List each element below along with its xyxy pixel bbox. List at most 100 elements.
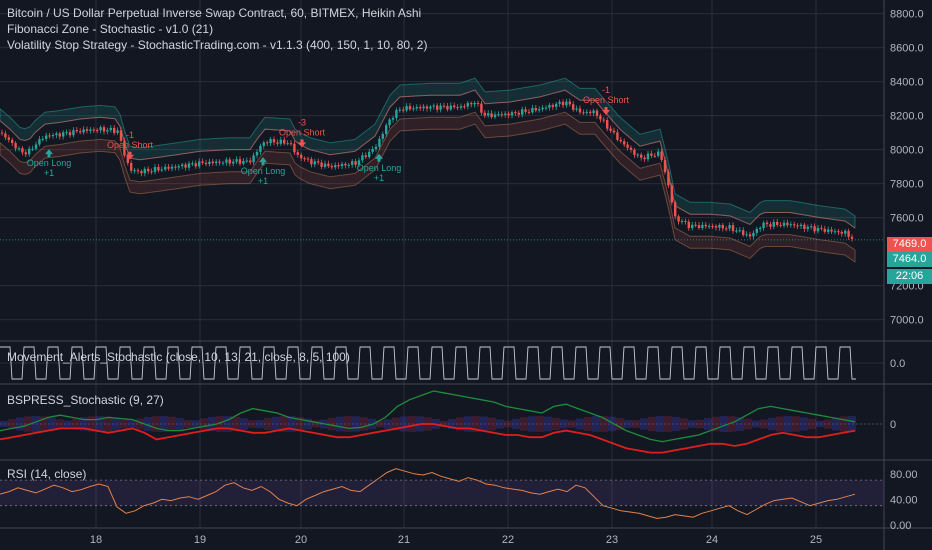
candle-body [164, 166, 167, 170]
bspress-histogram-bar [40, 416, 48, 432]
bspress-histogram-bar [48, 417, 56, 431]
bspress-histogram-bar [296, 417, 304, 431]
candle-body [772, 221, 775, 227]
candle-body [527, 111, 531, 113]
candle-body [123, 140, 126, 156]
candle-body [694, 224, 697, 226]
candle-body [504, 113, 507, 115]
candle-body [337, 165, 340, 167]
bspress-histogram-bar [584, 417, 592, 431]
candle-body [623, 141, 626, 145]
candle-body [561, 101, 565, 106]
candle-body [160, 169, 163, 171]
bspress-histogram-bar [472, 416, 480, 432]
movement-alerts-plot [0, 346, 884, 380]
bspress-histogram-bar [288, 416, 296, 432]
candle-body [55, 133, 58, 136]
candle-body [646, 153, 650, 160]
candle-body [643, 157, 646, 160]
candle-body [385, 125, 388, 134]
signal-label: Open Long [357, 163, 402, 173]
bspress-histogram-bar [280, 416, 288, 432]
rsi-tick-label: 40.00 [890, 494, 918, 506]
bspress-histogram-bar [136, 418, 144, 430]
bspress-histogram-bar [56, 419, 64, 429]
bspress-histogram-bar [776, 416, 784, 432]
candle-body [813, 226, 816, 232]
candle-body [589, 111, 592, 114]
candle-body [201, 161, 204, 163]
candle-body [449, 105, 452, 110]
short-arrow-icon [602, 107, 610, 116]
candle-body [310, 159, 313, 165]
candle-body [810, 226, 813, 228]
candle-body [786, 222, 789, 226]
bspress-histogram-bar [552, 417, 560, 431]
bspress-histogram-bar [544, 416, 552, 432]
fibonacci-zone-title[interactable]: Fibonacci Zone - Stochastic - v1.0 (21) [7, 22, 214, 36]
candle-body [633, 149, 636, 155]
volatility-stop-title[interactable]: Volatility Stop Strategy - StochasticTra… [7, 38, 428, 52]
x-tick-label: 18 [90, 534, 102, 546]
candle-body [272, 139, 276, 143]
candle-body [4, 133, 7, 138]
bspress-histogram-bar [696, 419, 704, 429]
candle-body [738, 230, 741, 232]
candle-body [524, 109, 527, 112]
candle-body [116, 130, 119, 133]
movement-alerts-title[interactable]: Movement_Alerts_Stochastic (close, 10, 1… [7, 350, 350, 364]
candle-body [493, 114, 497, 118]
candle-body [697, 225, 701, 229]
candle-body [731, 225, 735, 232]
candle-body [575, 108, 578, 110]
candle-body [728, 225, 731, 229]
bspress-histogram-bar [608, 416, 616, 432]
bspress-histogram-bar [488, 417, 496, 431]
candle-body [412, 108, 415, 110]
red-pressure-line [0, 423, 856, 454]
candle-body [96, 130, 99, 132]
candle-body [72, 130, 75, 136]
candle-body [45, 135, 48, 139]
bspress-histogram-bar [304, 418, 312, 430]
candle-body [252, 155, 255, 163]
signal-label: Open Short [583, 95, 630, 105]
symbol-title[interactable]: Bitcoin / US Dollar Perpetual Inverse Sw… [7, 6, 422, 20]
x-tick-label: 25 [810, 534, 822, 546]
candle-body [238, 159, 242, 164]
candle-body [41, 138, 44, 140]
candle-body [242, 161, 245, 164]
signal-sublabel: -1 [602, 85, 610, 95]
bspress-histogram-bar [832, 417, 840, 431]
candle-body [844, 230, 847, 234]
candle-body [320, 162, 323, 167]
rsi-title[interactable]: RSI (14, close) [7, 467, 87, 481]
bspress-histogram-bar [120, 419, 128, 429]
candle-body [765, 222, 769, 225]
candle-body [136, 170, 140, 172]
bspress-histogram-bar [232, 416, 240, 432]
x-tick-label: 20 [295, 534, 307, 546]
lower-band [0, 111, 856, 263]
bspress-histogram-bar [448, 419, 456, 429]
candle-body [218, 161, 221, 163]
bspress-histogram-bar [224, 416, 232, 432]
rsi-tick-label: 80.00 [890, 469, 918, 481]
candle-body [551, 105, 554, 107]
candle-body [425, 106, 429, 109]
x-tick-label: 23 [606, 534, 618, 546]
candle-body [514, 112, 517, 114]
signal-sublabel: +1 [258, 176, 268, 186]
candle-body [796, 225, 799, 227]
candle-body [296, 152, 299, 155]
bspress-histogram-bar [88, 416, 96, 432]
candle-body [419, 107, 422, 109]
candle-body [422, 106, 425, 109]
candle-body [65, 132, 68, 134]
candle-body [670, 185, 673, 203]
bspress-title[interactable]: BSPRESS_Stochastic (9, 27) [7, 393, 164, 407]
candle-body [106, 130, 109, 132]
candle-body [762, 222, 765, 229]
candle-body [68, 132, 72, 136]
